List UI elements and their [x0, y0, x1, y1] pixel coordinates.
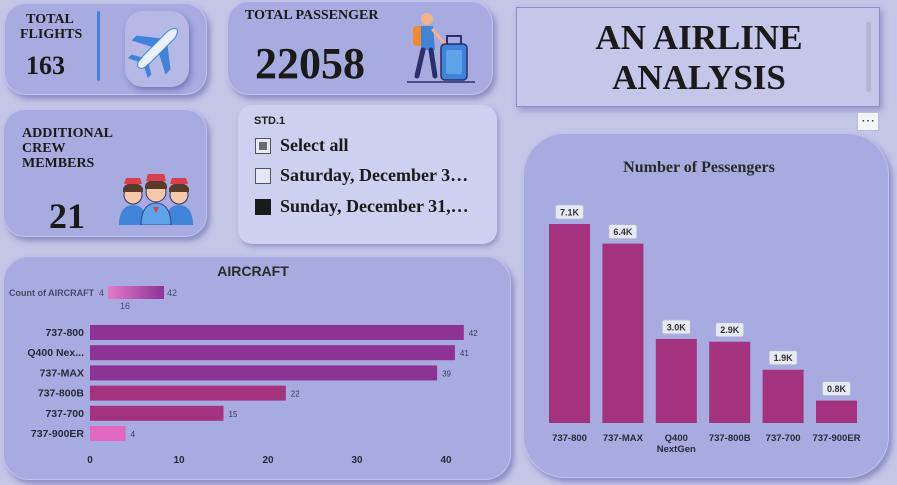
report-title-line2: ANALYSIS [612, 58, 786, 97]
slicer-option-label: Sunday, December 31,… [280, 196, 469, 216]
checkbox-unchecked[interactable] [255, 168, 271, 184]
aircraft-data-label: 15 [229, 410, 238, 419]
passengers-category-label: Q400 [665, 433, 688, 444]
passengers-chart-card: Number of Pessengers 7.1K 737-800 6.4K 737-… [523, 133, 889, 478]
aircraft-bar[interactable] [90, 385, 286, 401]
passengers-data-label: 3.0K [667, 322, 687, 332]
legend-label: Count of AIRCRAFT [9, 288, 95, 298]
checkbox-partial[interactable] [255, 138, 271, 154]
aircraft-x-tick: 0 [87, 455, 93, 466]
passengers-data-label: 1.9K [774, 353, 794, 363]
passengers-data-label: 7.1K [560, 208, 580, 218]
legend-gradient-bar [108, 286, 164, 299]
more-options-button[interactable]: ⋯ [857, 112, 879, 131]
kpi-crew-label-line2: CREW [22, 141, 66, 156]
aircraft-bar[interactable] [90, 325, 464, 340]
kpi-total-passenger-card: TOTAL PASSENGER 22058 [227, 1, 493, 95]
passengers-bar[interactable] [655, 338, 697, 423]
kpi-crew-card: ADDITIONAL CREW MEMBERS 21 [3, 109, 207, 237]
passengers-chart-title: Number of Pessengers [623, 159, 775, 176]
aircraft-bar[interactable] [90, 426, 126, 441]
aircraft-x-tick: 40 [440, 455, 452, 466]
aircraft-data-label: 39 [442, 369, 451, 378]
aircraft-data-label: 4 [131, 430, 136, 439]
aircraft-x-tick: 30 [351, 455, 363, 466]
report-title: AN AIRLINE ANALYSIS [517, 18, 881, 98]
report-title-box: AN AIRLINE ANALYSIS [516, 7, 880, 107]
aircraft-category-label: 737-700 [45, 408, 84, 420]
aircraft-data-label: 22 [291, 390, 300, 399]
passengers-data-label-bg [555, 204, 584, 220]
passengers-data-label-bg [715, 322, 745, 338]
slicer-option-label: Select all [280, 135, 349, 155]
passengers-bar[interactable] [816, 400, 857, 423]
aircraft-data-label: 41 [460, 349, 469, 358]
slicer-title: STD.1 [254, 115, 286, 127]
kpi-crew-label: ADDITIONAL CREW MEMBERS [22, 126, 113, 171]
passengers-category-label: 737-900ER [812, 433, 860, 444]
passengers-data-label-bg [822, 381, 851, 396]
report-title-line1: AN AIRLINE [595, 18, 803, 57]
passengers-data-label-bg [661, 319, 691, 335]
aircraft-category-label: 737-MAX [40, 367, 84, 379]
slicer-option-sunday[interactable]: Sunday, December 31,… [238, 196, 497, 222]
passengers-category-label: NextGen [657, 444, 696, 455]
kpi-total-flights-card: TOTAL FLIGHTS 163 [4, 3, 207, 95]
kpi-divider [97, 11, 100, 81]
aircraft-x-tick: 10 [173, 455, 185, 466]
aircraft-category-label: Q400 Nex... [27, 347, 84, 359]
aircraft-chart-title: AIRCRAFT [217, 263, 289, 279]
passengers-data-label: 0.8K [827, 384, 847, 394]
passengers-bar[interactable] [602, 243, 644, 423]
aircraft-chart-card: AIRCRAFT Count of AIRCRAFT 4 42 16 737-8… [3, 256, 511, 480]
title-scrollbar[interactable] [866, 22, 871, 92]
passengers-bar[interactable] [762, 369, 804, 423]
kpi-flights-label-line1: TOTAL [26, 12, 74, 27]
aircraft-bar[interactable] [90, 345, 455, 361]
kpi-crew-value: 21 [49, 196, 85, 236]
aircraft-data-label: 42 [469, 329, 478, 338]
passengers-category-label: 737-700 [766, 433, 801, 444]
passengers-bar[interactable] [709, 341, 751, 423]
aircraft-x-tick: 20 [262, 455, 274, 466]
traveler-luggage-icon [405, 10, 477, 88]
aircraft-bar[interactable] [90, 365, 438, 381]
legend-max: 42 [167, 288, 177, 298]
aircraft-category-label: 737-800B [38, 388, 85, 400]
legend-mid: 16 [120, 301, 130, 311]
airplane-icon [125, 11, 189, 87]
checkbox-checked[interactable] [255, 199, 271, 215]
flight-attendants-icon [115, 173, 197, 226]
passengers-chart: Number of Pessengers 7.1K 737-800 6.4K 737-… [549, 159, 861, 455]
kpi-passenger-value: 22058 [255, 39, 365, 88]
kpi-passenger-label: TOTAL PASSENGER [245, 8, 379, 23]
passengers-category-label: 737-MAX [603, 433, 644, 444]
aircraft-category-label: 737-800 [45, 327, 84, 339]
aircraft-category-label: 737-900ER [31, 428, 85, 440]
kpi-crew-label-line3: MEMBERS [22, 156, 95, 171]
slicer-option-label: Saturday, December 3… [280, 165, 469, 185]
passengers-bar[interactable] [549, 224, 590, 423]
date-slicer: STD.1 Select all Saturday, December 3… S… [238, 105, 497, 244]
legend-min: 4 [99, 288, 104, 298]
aircraft-bar[interactable] [90, 405, 224, 421]
slicer-option-select-all[interactable]: Select all [238, 135, 497, 161]
kpi-flights-value: 163 [26, 51, 65, 80]
passengers-data-label: 6.4K [613, 227, 633, 237]
passengers-data-label-bg [608, 224, 638, 240]
kpi-crew-label-line1: ADDITIONAL [22, 126, 114, 141]
slicer-option-saturday[interactable]: Saturday, December 3… [238, 165, 497, 191]
passengers-data-label: 2.9K [720, 325, 740, 335]
passengers-category-label: 737-800B [709, 433, 751, 444]
kpi-flights-label: TOTAL FLIGHTS [20, 12, 83, 42]
passengers-category-label: 737-800 [552, 433, 587, 444]
kpi-flights-label-line2: FLIGHTS [20, 27, 83, 42]
aircraft-chart: AIRCRAFT Count of AIRCRAFT 4 42 16 737-8… [9, 263, 478, 466]
passengers-data-label-bg [768, 350, 798, 366]
